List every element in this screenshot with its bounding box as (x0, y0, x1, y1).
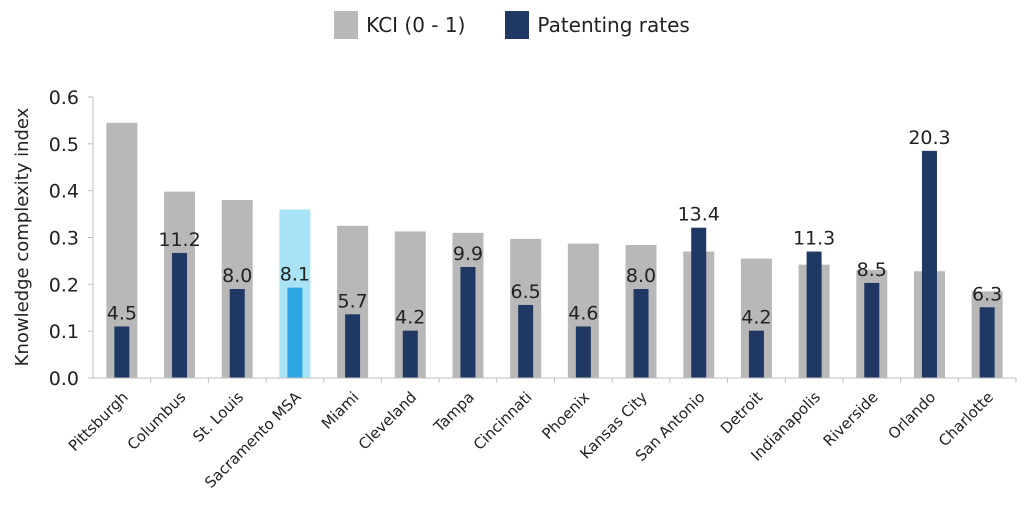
patenting-bar (114, 326, 130, 378)
y-tick-label: 0.0 (49, 368, 79, 390)
legend-item-kci: KCI (0 - 1) (334, 11, 465, 39)
patenting-data-label: 8.5 (857, 259, 887, 281)
legend-swatch-kci (334, 11, 359, 39)
x-category-label: Orlando (884, 388, 939, 443)
patenting-data-label: 4.5 (107, 302, 137, 324)
patenting-data-label: 8.0 (626, 265, 656, 287)
legend: KCI (0 - 1) Patenting rates (0, 8, 1024, 42)
patenting-bar (518, 304, 534, 378)
y-tick-label: 0.4 (49, 181, 79, 203)
x-category-label: Riverside (820, 388, 882, 450)
x-category-label: Cleveland (355, 388, 420, 453)
patenting-bar (575, 326, 591, 378)
patenting-data-label: 11.2 (158, 229, 200, 251)
x-category-label: Columbus (124, 388, 190, 454)
x-category-label: Tampa (430, 388, 478, 436)
patenting-bar (979, 307, 995, 378)
patenting-data-label: 6.5 (511, 281, 541, 303)
x-category-label: Pittsburgh (65, 388, 132, 455)
patenting-bar (748, 330, 764, 378)
patenting-bar (345, 314, 361, 378)
patenting-bar (172, 252, 188, 378)
x-category-label: Charlotte (935, 388, 997, 450)
legend-item-patenting: Patenting rates (505, 11, 690, 39)
patenting-bar (691, 227, 707, 378)
patenting-data-label: 20.3 (908, 127, 950, 149)
x-category-label: Phoenix (538, 388, 593, 443)
patenting-bar (633, 289, 649, 378)
patenting-data-label: 4.2 (395, 307, 425, 329)
y-tick-label: 0.2 (49, 274, 79, 296)
y-tick-label: 0.6 (49, 87, 79, 109)
legend-label-kci: KCI (0 - 1) (366, 13, 466, 37)
y-tick-label: 0.1 (49, 321, 79, 343)
patenting-data-label: 4.6 (568, 302, 598, 324)
patenting-data-label: 8.0 (222, 265, 252, 287)
patenting-data-label: 6.3 (972, 283, 1002, 305)
patenting-bar (287, 287, 303, 378)
patenting-bar (460, 267, 476, 378)
x-category-label: Miami (318, 388, 363, 433)
x-category-label: St. Louis (189, 388, 247, 446)
patenting-bar (864, 282, 880, 378)
y-axis-title: Knowledge complexity index (12, 107, 33, 366)
patenting-data-label: 13.4 (678, 204, 720, 226)
x-category-label: Sacramento MSA (201, 388, 305, 492)
patenting-bar (806, 251, 822, 378)
x-category-label: Detroit (717, 388, 766, 437)
patenting-bar (229, 289, 245, 378)
y-tick-label: 0.3 (49, 228, 79, 250)
patenting-data-label: 9.9 (453, 243, 483, 265)
patenting-data-label: 4.2 (741, 307, 771, 329)
legend-label-patenting: Patenting rates (537, 13, 690, 37)
patenting-data-label: 11.3 (793, 228, 835, 250)
patenting-data-label: 5.7 (337, 290, 367, 312)
x-category-label: Cincinnati (470, 388, 536, 454)
legend-swatch-patenting (505, 11, 530, 39)
patenting-bar (402, 330, 418, 378)
y-tick-label: 0.5 (49, 134, 79, 156)
patenting-data-label: 8.1 (280, 264, 310, 286)
patenting-bar (921, 150, 937, 378)
